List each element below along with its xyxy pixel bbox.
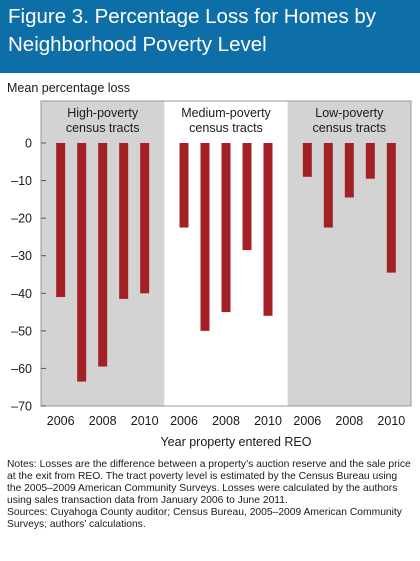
bar xyxy=(365,143,375,179)
sources-text: Sources: Cuyahoga County auditor; Census… xyxy=(7,507,402,531)
bar xyxy=(56,143,66,298)
bar xyxy=(386,143,396,273)
bar xyxy=(77,143,87,382)
y-tick-label: –50 xyxy=(11,324,32,338)
bar xyxy=(221,143,231,313)
y-tick-label: –60 xyxy=(11,362,32,376)
y-tick-label: –40 xyxy=(11,287,32,301)
x-tick-label: 2006 xyxy=(170,414,198,428)
y-tick-label: 0 xyxy=(25,137,32,151)
bar xyxy=(179,143,189,228)
bar xyxy=(344,143,354,198)
panel-label: High-poverty xyxy=(67,106,139,120)
notes-block: Notes: Losses are the difference between… xyxy=(7,459,413,532)
bar xyxy=(263,143,273,316)
x-tick-label: 2006 xyxy=(47,414,75,428)
title-banner: Figure 3. Percentage Loss for Homes by N… xyxy=(0,0,420,73)
x-tick-label: 2010 xyxy=(131,414,159,428)
bar xyxy=(302,143,312,177)
chart-title: Figure 3. Percentage Loss for Homes by N… xyxy=(8,5,377,56)
y-tick-label: –30 xyxy=(11,249,32,263)
bar xyxy=(140,143,150,294)
bar xyxy=(323,143,333,228)
x-tick-label: 2010 xyxy=(254,414,282,428)
y-axis-label: Mean percentage loss xyxy=(7,81,130,95)
x-tick-label: 2008 xyxy=(335,414,363,428)
x-tick-label: 2008 xyxy=(89,414,117,428)
x-tick-label: 2008 xyxy=(212,414,240,428)
bar xyxy=(119,143,129,299)
y-tick-label: –20 xyxy=(11,212,32,226)
plot-frame xyxy=(40,100,412,407)
bar xyxy=(200,143,210,331)
x-tick-label: 2010 xyxy=(377,414,405,428)
notes-text: Notes: Losses are the difference between… xyxy=(7,459,411,507)
panel-label: census tracts xyxy=(66,121,140,135)
x-tick-label: 2006 xyxy=(293,414,321,428)
panel-label: census tracts xyxy=(313,121,387,135)
bar xyxy=(242,143,252,251)
y-tick-label: –70 xyxy=(11,400,32,414)
panel-label: census tracts xyxy=(189,121,263,135)
y-tick-label: –10 xyxy=(11,174,32,188)
bar xyxy=(98,143,108,367)
panel-label: Medium-poverty xyxy=(181,106,271,120)
x-axis-label: Year property entered REO xyxy=(160,435,311,449)
panel-label: Low-poverty xyxy=(315,106,384,120)
